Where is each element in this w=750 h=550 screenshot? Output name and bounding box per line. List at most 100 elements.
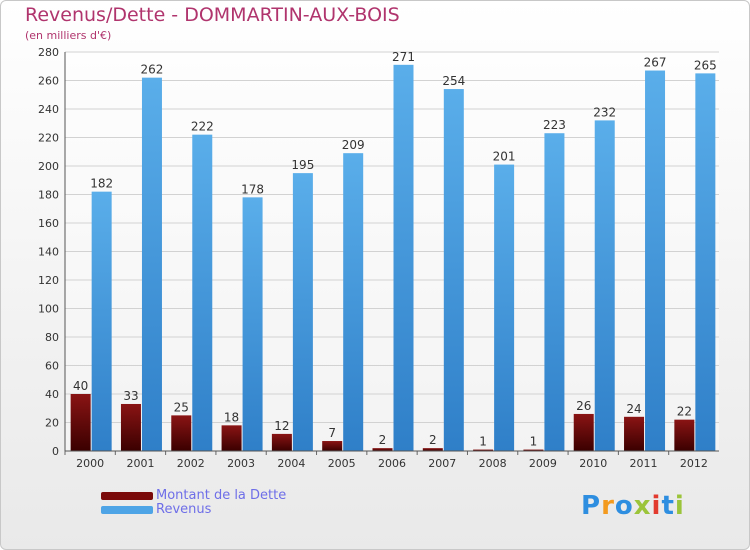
logo-letter: P	[581, 491, 602, 521]
x-tick-label-2000: 2000	[76, 457, 104, 470]
x-tick-label-2009: 2009	[529, 457, 557, 470]
bar-dette-2011	[624, 416, 645, 451]
logo-letter: i	[651, 491, 662, 521]
bar-dette-2004	[271, 433, 292, 451]
data-label-dette-2000: 40	[73, 379, 88, 393]
bar-revenus-2006	[393, 64, 414, 451]
bar-revenus-2008	[494, 164, 515, 451]
y-tick-label: 120	[38, 274, 59, 287]
bar-revenus-2002	[192, 134, 213, 451]
x-tick-label-2010: 2010	[579, 457, 607, 470]
data-label-dette-2004: 12	[274, 419, 289, 433]
x-tick-label-2004: 2004	[277, 457, 305, 470]
data-label-dette-2007: 2	[429, 433, 437, 447]
bar-revenus-2012	[695, 73, 716, 451]
x-tick-label-2001: 2001	[126, 457, 154, 470]
bar-dette-2003	[221, 425, 242, 451]
legend-swatch-dette	[101, 492, 153, 500]
data-label-revenus-2009: 223	[543, 118, 566, 132]
bar-revenus-2010	[594, 120, 615, 452]
y-tick-label: 20	[45, 417, 59, 430]
logo-letter: o	[614, 491, 634, 521]
bar-revenus-2003	[242, 197, 263, 451]
bar-dette-2006	[372, 448, 393, 451]
data-label-revenus-2003: 178	[241, 182, 264, 196]
bar-revenus-2007	[443, 89, 464, 452]
bar-dette-2001	[120, 403, 141, 451]
data-labels: 40 182 33 262 25 222 18 178 12 195 7 209 2 271 2 254 1 20…	[73, 50, 717, 449]
bar-dette-2000	[70, 394, 91, 451]
bar-revenus-2000	[91, 191, 112, 451]
data-label-revenus-2007: 254	[442, 74, 465, 88]
data-label-dette-2011: 24	[626, 402, 641, 416]
data-label-revenus-2010: 232	[593, 105, 616, 119]
legend-swatch-revenus	[101, 506, 153, 514]
bar-dette-2009	[523, 449, 544, 451]
x-tick-label-2008: 2008	[479, 457, 507, 470]
data-label-dette-2010: 26	[576, 399, 591, 413]
bar-dette-2012	[674, 419, 695, 451]
legend-label-dette: Montant de la Dette	[156, 488, 287, 503]
data-label-dette-2009: 1	[530, 435, 538, 449]
data-label-revenus-2006: 271	[392, 50, 415, 64]
y-tick-label: 240	[38, 103, 59, 116]
bar-dette-2010	[573, 413, 594, 451]
data-label-revenus-2012: 265	[694, 58, 717, 72]
y-tick-label: 260	[38, 75, 59, 88]
proxiti-logo: Proxiti	[581, 491, 685, 521]
x-tick-label-2007: 2007	[428, 457, 456, 470]
y-tick-label: 160	[38, 217, 59, 230]
bar-revenus-2005	[343, 153, 364, 452]
x-tick-label-2005: 2005	[328, 457, 356, 470]
y-tick-label: 140	[38, 246, 59, 259]
data-label-dette-2006: 2	[379, 433, 387, 447]
x-tick-label-2003: 2003	[227, 457, 255, 470]
y-tick-label: 100	[38, 303, 59, 316]
data-label-revenus-2001: 262	[141, 63, 164, 77]
bar-dette-2007	[422, 448, 443, 451]
axes: 0204060801001201401601802002202402602802…	[38, 46, 719, 470]
logo-letter: r	[601, 491, 615, 521]
data-label-dette-2008: 1	[479, 435, 487, 449]
chart-title: Revenus/Dette - DOMMARTIN-AUX-BOIS	[25, 4, 400, 26]
y-tick-label: 80	[45, 331, 59, 344]
data-label-revenus-2002: 222	[191, 120, 214, 134]
x-tick-label-2011: 2011	[630, 457, 658, 470]
y-tick-label: 0	[52, 445, 59, 458]
x-tick-label-2006: 2006	[378, 457, 406, 470]
x-tick-label-2002: 2002	[177, 457, 205, 470]
logo-letter: t	[661, 491, 675, 521]
bar-revenus-2004	[292, 173, 313, 451]
bar-revenus-2001	[141, 77, 162, 452]
bar-revenus-2011	[645, 70, 666, 452]
legend-label-revenus: Revenus	[156, 502, 212, 517]
data-label-revenus-2004: 195	[291, 158, 314, 172]
data-label-dette-2001: 33	[123, 389, 138, 403]
bars	[70, 64, 716, 452]
y-tick-label: 180	[38, 189, 59, 202]
bar-dette-2008	[473, 449, 494, 451]
data-label-dette-2005: 7	[328, 426, 336, 440]
data-label-dette-2002: 25	[174, 400, 189, 414]
data-label-revenus-2000: 182	[90, 177, 113, 191]
bar-revenus-2009	[544, 133, 565, 451]
x-tick-label-2012: 2012	[680, 457, 708, 470]
logo-letter: x	[633, 491, 652, 521]
bar-dette-2002	[171, 415, 192, 451]
y-tick-label: 40	[45, 388, 59, 401]
data-label-dette-2012: 22	[677, 405, 692, 419]
data-label-revenus-2005: 209	[342, 138, 365, 152]
y-tick-label: 280	[38, 46, 59, 59]
data-label-dette-2003: 18	[224, 410, 239, 424]
y-tick-label: 200	[38, 160, 59, 173]
y-tick-label: 60	[45, 360, 59, 373]
y-tick-label: 220	[38, 132, 59, 145]
data-label-revenus-2008: 201	[493, 150, 516, 164]
data-label-revenus-2011: 267	[644, 56, 667, 70]
bar-dette-2005	[322, 441, 343, 451]
logo-letter: i	[674, 491, 685, 521]
grid-lines	[65, 51, 719, 452]
chart-subtitle: (en milliers d'€)	[25, 29, 112, 42]
